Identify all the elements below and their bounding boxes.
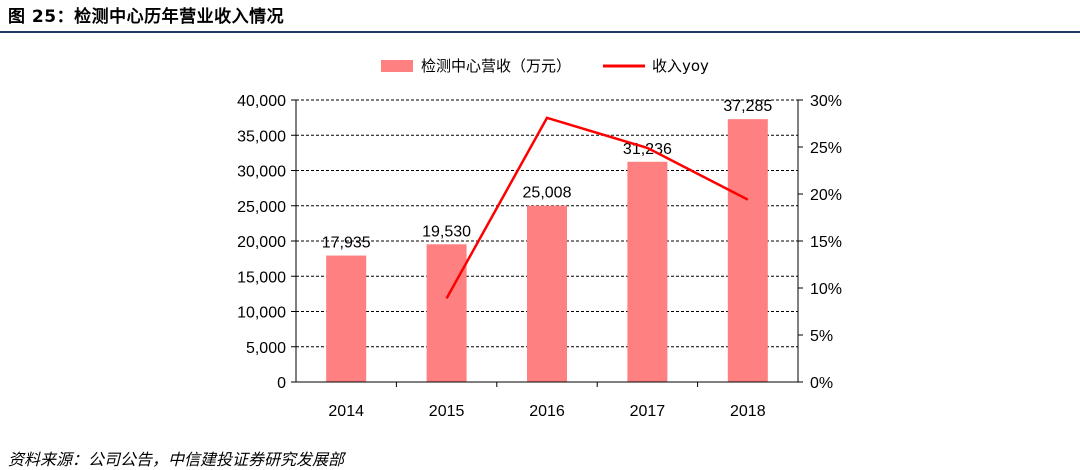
left-tick-label: 25,000	[237, 199, 286, 216]
right-tick-label: 25%	[810, 140, 842, 157]
bar-data-label: 19,530	[422, 223, 471, 240]
right-tick-label: 0%	[810, 375, 833, 392]
axes: 0 5,000 10,000 15,000 20,000 25,000 30,000 35,0…	[237, 93, 842, 420]
x-tick-label: 2014	[328, 403, 364, 420]
right-tick-label: 10%	[810, 281, 842, 298]
x-tick-label: 2015	[429, 403, 465, 420]
left-tick-label: 20,000	[237, 234, 286, 251]
legend-bar-label: 检测中心营收（万元）	[421, 57, 571, 75]
x-tick-label: 2017	[630, 403, 666, 420]
legend: 检测中心营收（万元） 收入yoy	[381, 57, 709, 75]
title-rule	[0, 31, 1080, 33]
yoy-line	[445, 116, 749, 299]
x-tick-label: 2018	[730, 403, 766, 420]
left-tick-label: 40,000	[237, 93, 286, 110]
right-tick-label: 30%	[810, 93, 842, 110]
left-tick-label: 5,000	[246, 340, 286, 357]
left-tick-label: 0	[277, 375, 286, 392]
bar-data-label: 37,285	[723, 98, 772, 115]
bar	[627, 161, 668, 382]
right-tick-label: 15%	[810, 234, 842, 251]
legend-line-label: 收入yoy	[652, 57, 709, 75]
figure-title: 图 25：检测中心历年营业收入情况	[8, 7, 285, 27]
x-tick-label: 2016	[529, 403, 565, 420]
left-tick-label: 30,000	[237, 164, 286, 181]
right-tick-label: 20%	[810, 187, 842, 204]
bar	[727, 119, 768, 382]
source-note: 资料来源：公司公告，中信建投证券研究发展部	[8, 450, 345, 469]
right-tick-label: 5%	[810, 328, 833, 345]
left-tick-label: 35,000	[237, 128, 286, 145]
bar	[527, 205, 567, 382]
line-series	[445, 116, 749, 299]
left-tick-label: 10,000	[237, 305, 286, 322]
bar	[426, 244, 467, 382]
bar-data-label: 25,008	[523, 185, 572, 202]
bar-data-label: 17,935	[322, 235, 371, 252]
left-tick-label: 15,000	[237, 269, 286, 286]
bar	[326, 255, 367, 382]
legend-bar-swatch	[381, 60, 413, 72]
